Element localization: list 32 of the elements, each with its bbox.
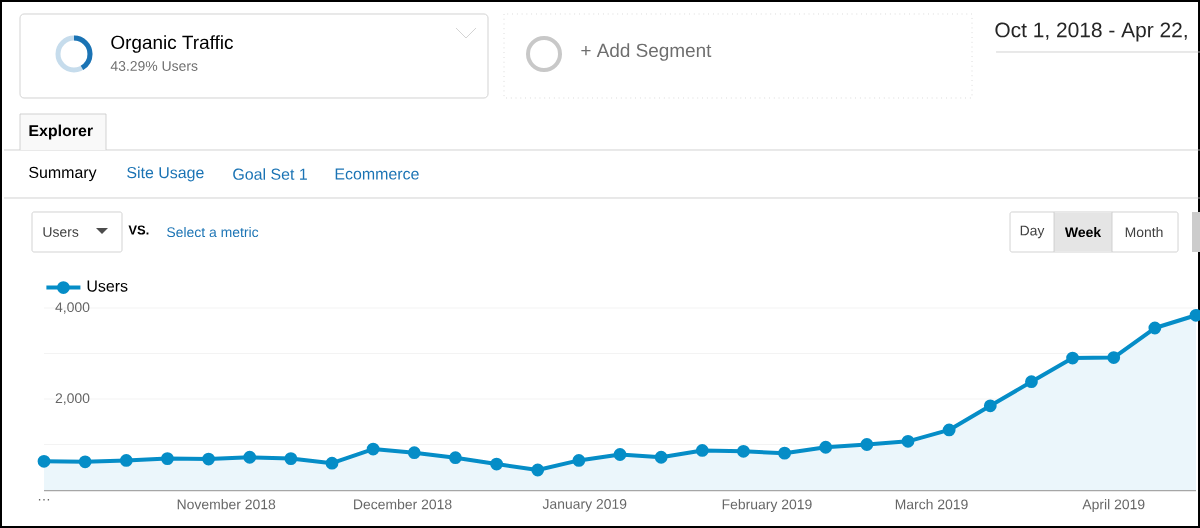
point xyxy=(119,454,133,467)
text: + Add Segment xyxy=(581,43,712,61)
point xyxy=(860,438,874,451)
point xyxy=(161,452,174,466)
point xyxy=(1025,375,1038,389)
point xyxy=(407,446,421,460)
point xyxy=(613,448,627,461)
point xyxy=(1066,351,1079,365)
point xyxy=(901,434,915,448)
point xyxy=(737,444,750,458)
point xyxy=(37,454,51,468)
point xyxy=(78,455,92,469)
point xyxy=(1148,321,1162,335)
point xyxy=(243,450,257,464)
point xyxy=(284,452,298,466)
point xyxy=(942,423,956,437)
point xyxy=(490,457,503,471)
point xyxy=(819,440,833,454)
point xyxy=(572,454,586,467)
text: Organic Traffic xyxy=(111,35,233,53)
point xyxy=(983,399,997,413)
point xyxy=(202,452,215,466)
point xyxy=(778,446,791,460)
point xyxy=(1189,308,1200,322)
point xyxy=(531,463,545,477)
point xyxy=(449,451,462,465)
point xyxy=(695,444,709,457)
point xyxy=(366,442,380,456)
point xyxy=(1107,351,1121,364)
text: Oct 1, 2018 - Apr 22, xyxy=(995,22,1187,42)
point xyxy=(325,456,339,470)
point xyxy=(654,450,668,464)
